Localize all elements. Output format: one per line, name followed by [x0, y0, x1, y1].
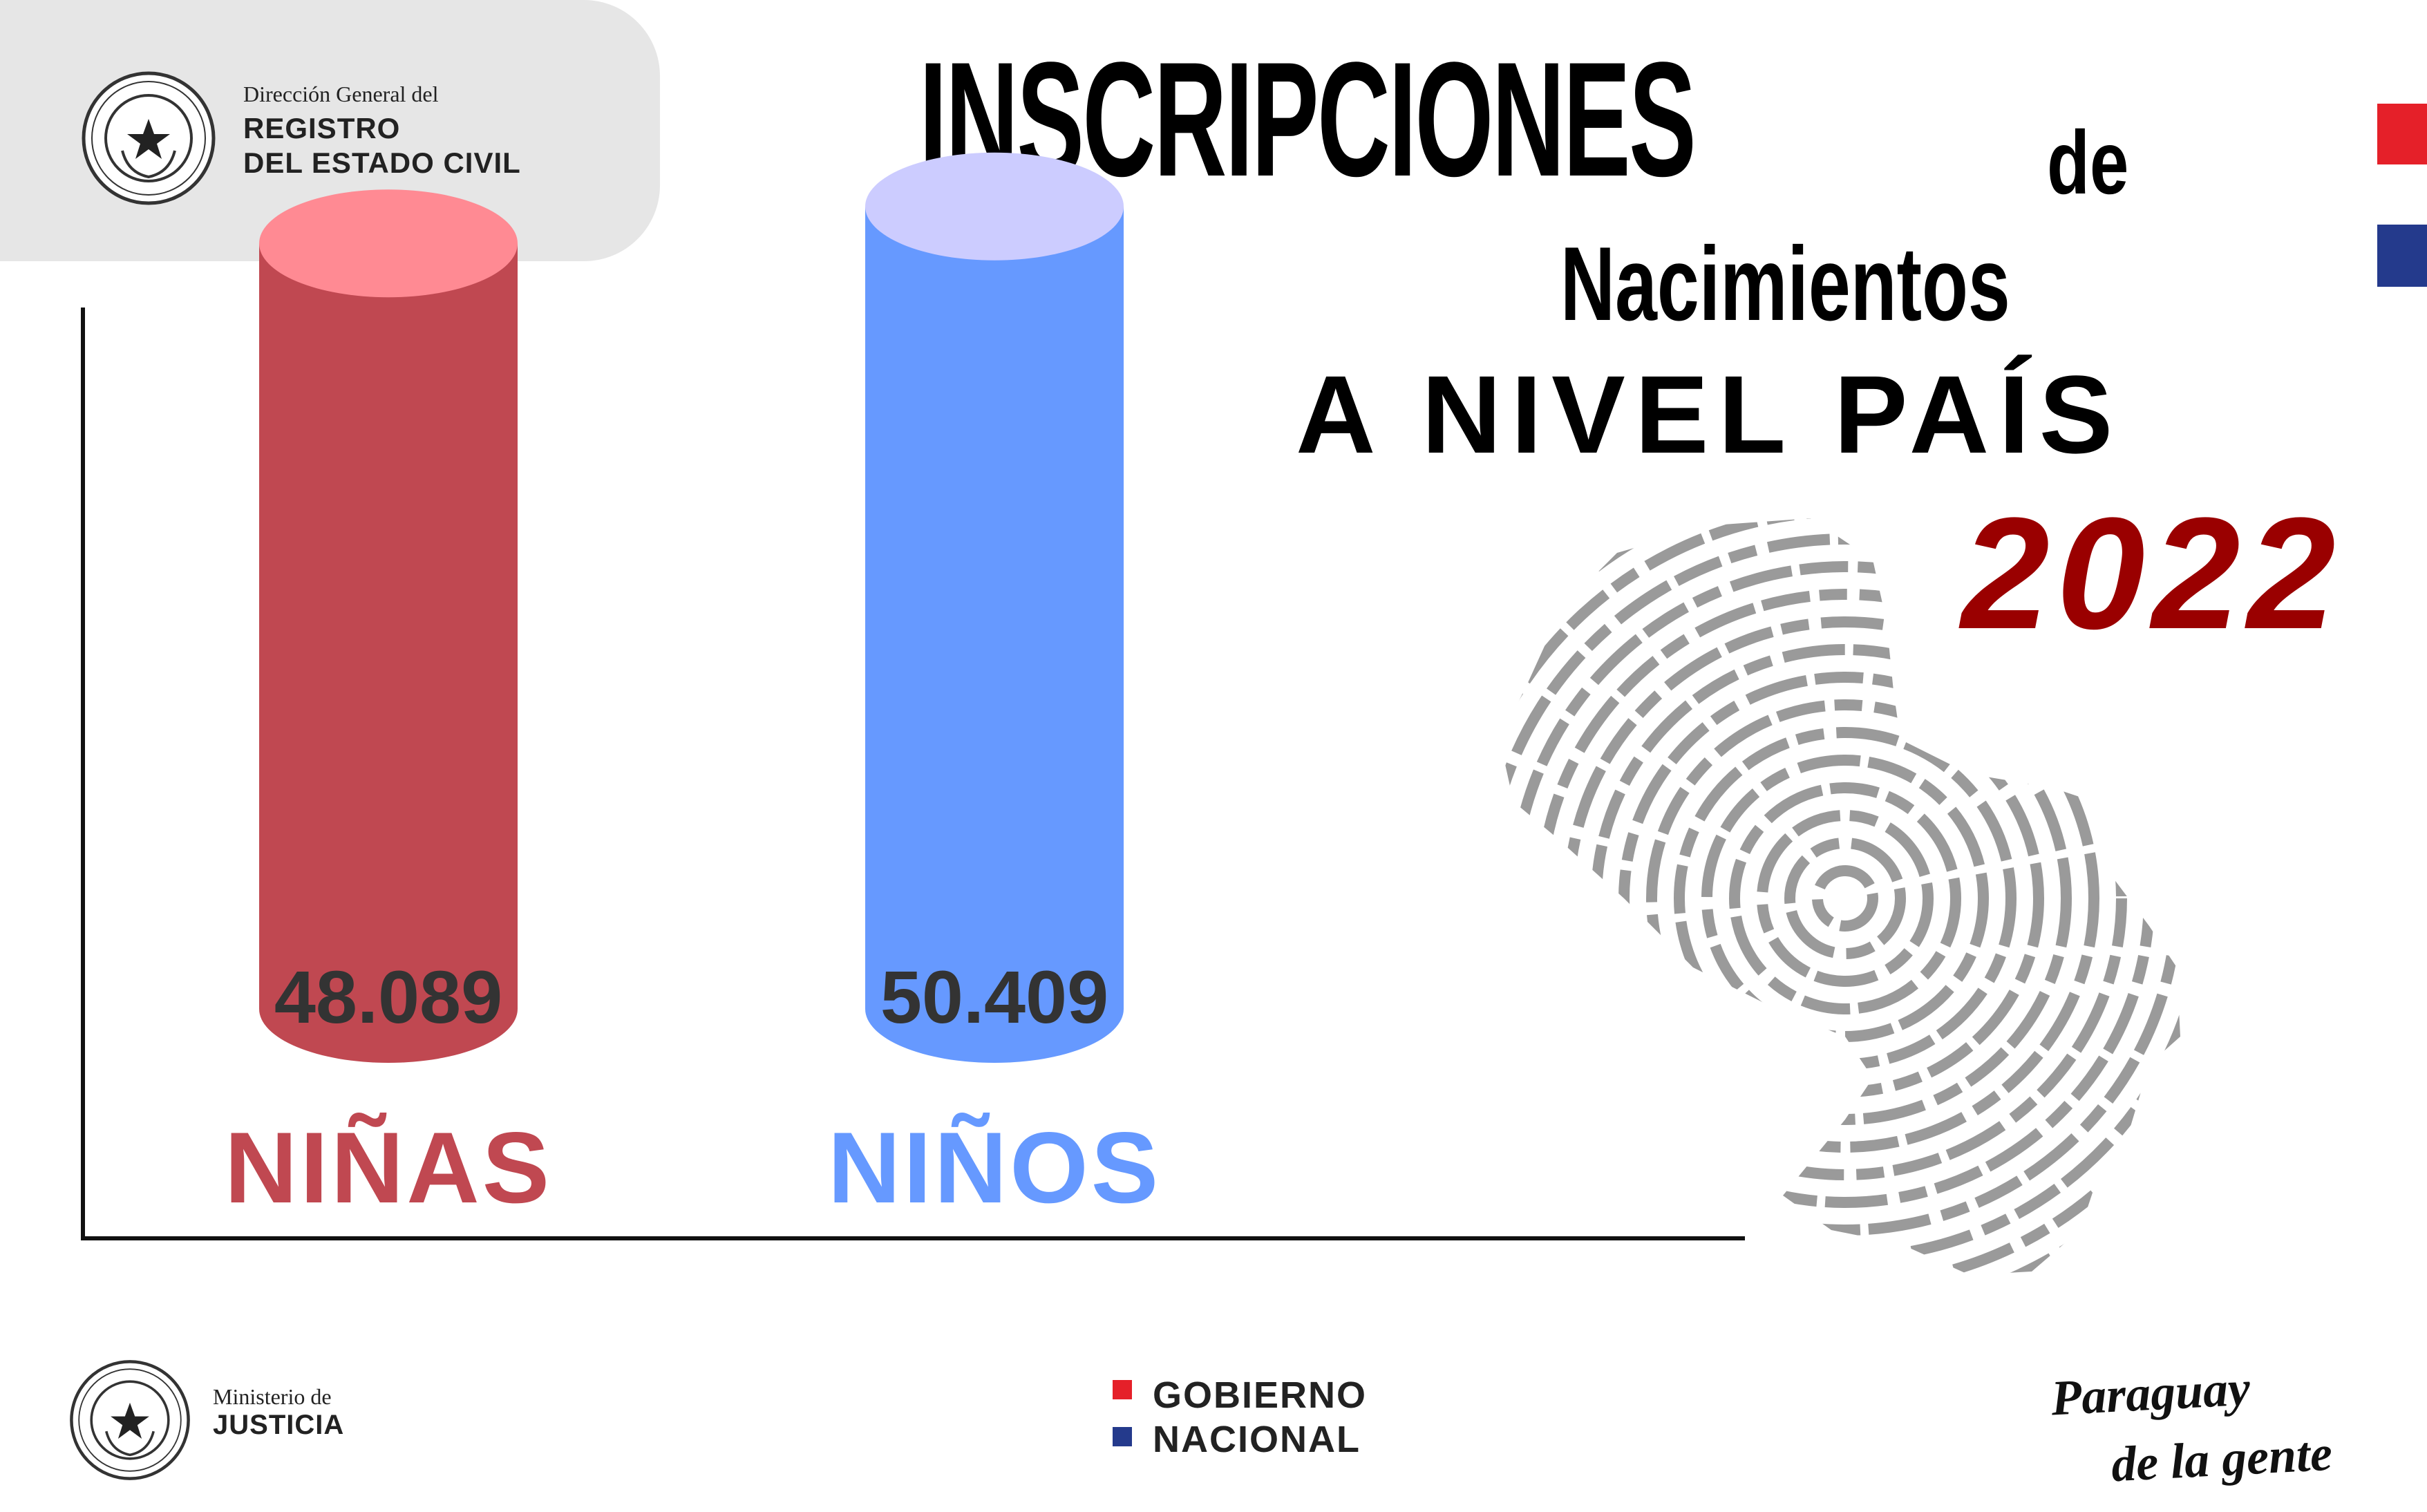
title-nacimientos: Nacimientos: [1560, 225, 2010, 343]
category-label: NIÑOS: [828, 1111, 1161, 1224]
header-line-direccion: Dirección General del: [243, 82, 439, 106]
header-line-registro: REGISTRO: [243, 112, 401, 144]
title-year: 2022: [1961, 484, 2343, 662]
flag-stripe-blue: [2377, 225, 2427, 287]
footer-gobierno-line1: GOBIERNO: [1153, 1374, 1368, 1416]
flag-stripe-red: [2377, 104, 2427, 164]
gobierno-square-red: [1113, 1380, 1132, 1399]
bar-body: [865, 206, 1124, 1063]
footer-slogan-line1: Paraguay: [2050, 1360, 2251, 1426]
bar-top: [259, 189, 518, 298]
title-de: de: [2047, 112, 2129, 213]
footer-ministerio-line1: Ministerio de: [213, 1384, 332, 1409]
paraguay-fingerprint-map-icon: [1500, 518, 2180, 1275]
title-nivel-pais: A NIVEL PAÍS: [1296, 352, 2123, 476]
footer-gobierno-line2: NACIONAL: [1153, 1419, 1361, 1460]
bar-body: [259, 243, 518, 1063]
footer-slogan-line2: de la gente: [2110, 1425, 2334, 1493]
gobierno-square-blue: [1113, 1427, 1132, 1446]
data-label: 50.409: [880, 955, 1108, 1039]
category-label: NIÑAS: [225, 1111, 552, 1224]
footer-ministerio-line2: JUSTICIA: [213, 1410, 345, 1440]
data-label: 48.089: [274, 955, 502, 1039]
bar-ninos: 50.409 NIÑOS: [828, 152, 1161, 1224]
header-line-estado-civil: DEL ESTADO CIVIL: [243, 147, 521, 179]
bar-top: [865, 152, 1124, 261]
bar-ninas: 48.089 NIÑAS: [225, 189, 552, 1224]
ministerio-seal-icon: [70, 1360, 190, 1480]
coat-of-arms-seal-icon: [82, 71, 216, 205]
